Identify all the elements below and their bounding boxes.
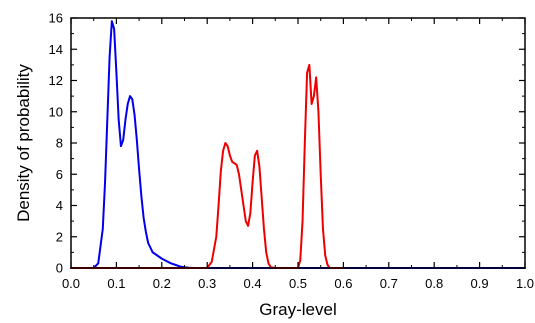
x-tick-label: 0.2 [153, 276, 171, 291]
y-tick-label: 12 [49, 73, 63, 88]
y-tick-label: 6 [56, 167, 63, 182]
y-tick-label: 8 [56, 136, 63, 151]
x-tick-label: 0.9 [471, 276, 489, 291]
y-tick-label: 14 [49, 42, 63, 57]
tick-layer: 0.0 0.1 0.2 0.3 0.4 0.5 0.6 0.7 0.8 0.9 1.0 0 2 4 6 8 10… [49, 11, 535, 292]
x-tick-label: 1.0 [516, 276, 534, 291]
x-tick-label: 0.6 [334, 276, 352, 291]
x-tick-label: 0.5 [289, 276, 307, 291]
y-axis-label: Density of probability [14, 64, 33, 222]
x-tick-label: 0.7 [380, 276, 398, 291]
y-tick-label: 2 [56, 229, 63, 244]
y-tick-label: 16 [49, 11, 63, 26]
x-axis-label: Gray-level [259, 300, 336, 319]
plot-frame [70, 17, 526, 269]
y-tick-label: 10 [49, 104, 63, 119]
x-tick-label: 0.0 [62, 276, 80, 291]
y-tick-label: 0 [56, 261, 63, 276]
x-tick-label: 0.8 [425, 276, 443, 291]
x-tick-label: 0.3 [198, 276, 216, 291]
series-line-1 [70, 20, 526, 269]
series-line-2 [70, 63, 345, 269]
x-tick-label: 0.4 [244, 276, 262, 291]
series-layer [70, 20, 526, 269]
y-tick-label: 4 [56, 198, 63, 213]
x-tick-label: 0.1 [107, 276, 125, 291]
